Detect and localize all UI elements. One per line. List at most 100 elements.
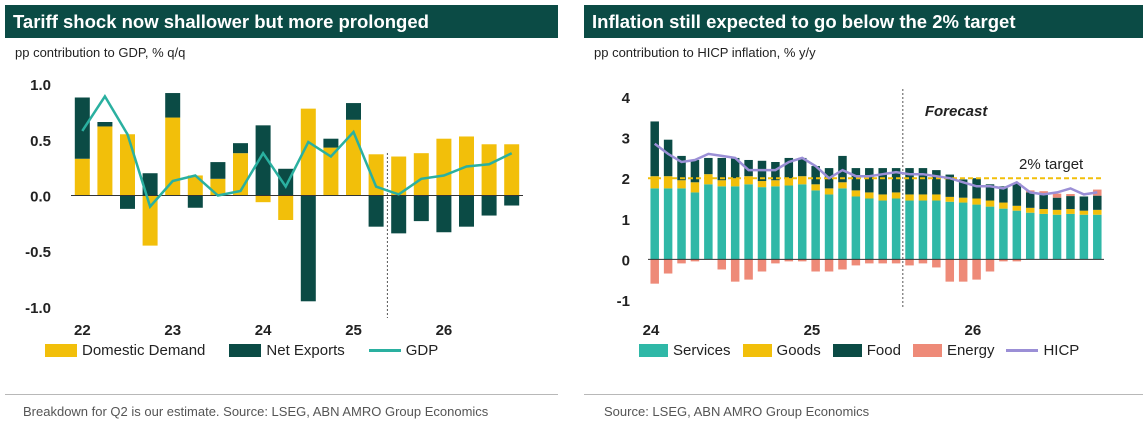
energy-bar xyxy=(677,259,686,264)
legend-swatch xyxy=(832,344,862,357)
net-exports-bar xyxy=(459,195,474,227)
food-bar xyxy=(663,139,673,177)
goods-bar xyxy=(690,182,700,193)
goods-bar xyxy=(1079,210,1089,215)
energy-bar xyxy=(1039,191,1048,195)
services-bar xyxy=(838,188,847,260)
domestic-demand-bar xyxy=(300,108,316,196)
goods-bar xyxy=(784,178,794,186)
gdp-contribution-panel: Tariff shock now shallower but more prol… xyxy=(5,5,558,426)
legend-energy: Energy xyxy=(912,342,994,359)
energy-bar xyxy=(918,259,928,264)
net-exports-bar xyxy=(300,195,316,302)
energy-bar xyxy=(757,259,767,272)
food-bar xyxy=(878,168,887,195)
food-bar xyxy=(932,170,941,195)
goods-bar xyxy=(717,180,727,187)
energy-bar xyxy=(838,259,847,270)
energy-bar xyxy=(865,259,874,264)
services-bar xyxy=(1079,214,1089,260)
legend-swatch xyxy=(639,344,668,357)
goods-bar xyxy=(1025,207,1035,213)
services-bar xyxy=(1039,213,1048,260)
services-bar xyxy=(717,186,727,260)
right-legend: Services Goods Food Energy HICP xyxy=(639,342,1091,359)
hicp-contribution-panel: Inflation still expected to go below the… xyxy=(584,5,1143,426)
energy-bar xyxy=(797,259,807,262)
food-bar xyxy=(1093,195,1102,210)
goods-bar xyxy=(985,200,995,207)
net-exports-bar xyxy=(413,195,429,222)
legend-swatch xyxy=(742,344,772,357)
left-legend: Domestic Demand Net Exports GDP xyxy=(45,342,462,359)
legend-swatch xyxy=(1006,349,1039,352)
net-exports-bar xyxy=(368,195,384,227)
services-bar xyxy=(958,202,968,260)
legend-label: Goods xyxy=(776,342,821,359)
net-exports-bar xyxy=(436,195,452,233)
food-bar xyxy=(1025,192,1035,208)
food-bar xyxy=(851,168,861,191)
goods-bar xyxy=(704,174,713,185)
y-tick-label: 4 xyxy=(622,90,631,107)
goods-bar xyxy=(771,180,780,187)
goods-bar xyxy=(1052,209,1062,215)
energy-bar xyxy=(972,259,981,280)
y-tick-label: -1.0 xyxy=(25,300,51,317)
legend-swatch xyxy=(912,344,942,357)
gdp-line xyxy=(81,94,513,210)
energy-bar xyxy=(811,259,820,272)
food-bar xyxy=(797,157,807,177)
hicp-line xyxy=(653,142,1098,196)
target-label: 2% target xyxy=(1019,156,1084,173)
goods-bar xyxy=(932,194,941,201)
services-bar xyxy=(1025,212,1035,260)
y-tick-label: 0 xyxy=(622,252,630,269)
food-bar xyxy=(958,179,968,198)
energy-bar xyxy=(717,259,727,270)
food-bar xyxy=(918,168,928,195)
legend-services: Services xyxy=(639,342,731,359)
services-bar xyxy=(999,208,1008,260)
legend-swatch xyxy=(229,344,262,357)
food-bar xyxy=(1012,183,1022,206)
legend-domestic-demand: Domestic Demand xyxy=(45,342,205,359)
x-tick-label: 24 xyxy=(255,322,272,339)
domestic-demand-bar xyxy=(323,147,339,196)
energy-bar xyxy=(945,259,955,282)
services-bar xyxy=(677,188,686,260)
services-bar xyxy=(945,201,955,260)
food-bar xyxy=(1039,194,1048,210)
food-bar xyxy=(1052,197,1062,210)
y-tick-label: 1.0 xyxy=(30,77,51,94)
goods-bar xyxy=(918,194,928,201)
food-bar xyxy=(999,186,1008,203)
services-bar xyxy=(650,188,659,260)
net-exports-bar xyxy=(74,97,90,159)
goods-bar xyxy=(1093,209,1102,215)
legend-label: HICP xyxy=(1043,342,1080,359)
goods-bar xyxy=(945,196,955,202)
goods-bar xyxy=(824,188,834,195)
net-exports-bar xyxy=(391,195,407,234)
legend-food: Food xyxy=(832,342,901,359)
y-tick-label: 2 xyxy=(622,171,630,188)
energy-bar xyxy=(824,259,834,272)
food-bar xyxy=(1079,196,1089,211)
gdp-contribution-chart: 1.0 0.5 0.0 -0.5 -1.0 22 23 24 25 26 xyxy=(25,77,523,339)
goods-bar xyxy=(891,192,901,199)
energy-bar xyxy=(999,259,1008,262)
x-tick-label: 26 xyxy=(965,322,982,339)
domestic-demand-bar xyxy=(481,144,497,196)
food-bar xyxy=(677,155,686,181)
goods-bar xyxy=(677,180,686,189)
goods-bar xyxy=(958,197,968,203)
energy-bar xyxy=(744,259,753,280)
food-bar xyxy=(744,159,753,177)
services-bar xyxy=(851,196,861,260)
x-tick-label: 22 xyxy=(74,322,91,339)
goods-bar xyxy=(797,176,807,185)
food-bar xyxy=(784,157,794,179)
net-exports-bar xyxy=(97,122,113,127)
net-exports-bar xyxy=(323,138,339,148)
